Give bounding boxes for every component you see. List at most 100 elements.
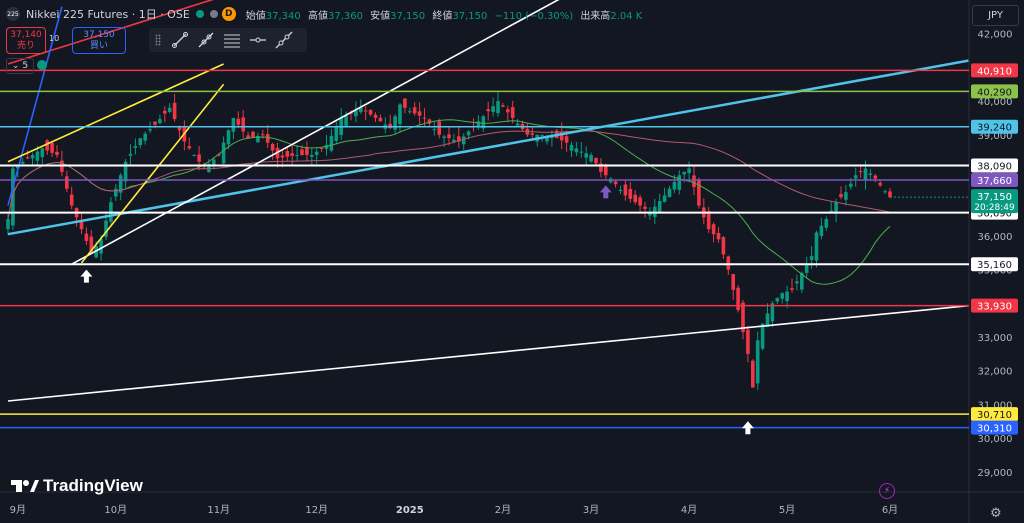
candle-body: [868, 173, 873, 175]
candle-body: [187, 146, 192, 149]
candle-body: [118, 175, 123, 193]
candle-body: [457, 136, 461, 142]
candle-body: [432, 129, 437, 131]
brand-name: TradingView: [43, 476, 143, 495]
candle-body: [824, 219, 829, 228]
candle-body: [295, 155, 299, 157]
trendline: [80, 83, 225, 264]
candle-body: [319, 147, 324, 149]
change-value: −110 (−0.30%): [494, 10, 574, 22]
candle-body: [148, 129, 152, 131]
candle-body: [334, 126, 339, 141]
candle-body: [261, 134, 265, 136]
candle-body: [790, 288, 794, 290]
indicator-collapse-button[interactable]: ⌄ 5: [6, 58, 34, 74]
candle-body: [324, 144, 329, 149]
price-level-label: 40,910: [977, 66, 1012, 77]
realtime-dot-icon: [209, 10, 218, 18]
candle-body: [388, 123, 392, 129]
price-level-label: 38,090: [977, 161, 1012, 172]
price-level-label: 37,660: [977, 176, 1012, 187]
candle-body: [829, 210, 833, 212]
currency-selector[interactable]: JPY: [972, 5, 1019, 26]
price-level-label-bg: [971, 63, 1018, 78]
candle-body: [746, 329, 750, 354]
candle-body: [466, 131, 471, 136]
candle-body: [672, 181, 677, 190]
sell-price: 37,140: [10, 29, 42, 40]
candle-body: [510, 107, 515, 118]
candle-body: [408, 111, 412, 113]
candle-body: [667, 188, 672, 198]
candle-body: [711, 224, 716, 235]
high-label: 高値: [307, 10, 328, 22]
trendline-tool-icon[interactable]: [167, 29, 193, 51]
price-tick-label: 29,000: [978, 468, 1013, 479]
candle-body: [706, 211, 711, 230]
price-tick-label: 40,000: [978, 97, 1013, 108]
ray-tool-icon[interactable]: [193, 29, 219, 51]
candle-body: [569, 144, 574, 151]
candle-body: [226, 130, 231, 145]
sell-button[interactable]: 37,140 売り: [6, 27, 46, 54]
candle-body: [491, 106, 495, 113]
candle-body: [775, 298, 780, 302]
candle-body: [800, 272, 804, 290]
candle-body: [849, 183, 853, 187]
spread-value: 10: [49, 34, 60, 43]
candle-body: [751, 360, 755, 388]
candle-body: [486, 109, 490, 112]
extended-line-tool-icon[interactable]: [271, 29, 297, 51]
buy-button[interactable]: 37,150 買い: [72, 27, 126, 54]
candle-body: [755, 340, 760, 384]
candle-body: [643, 206, 647, 209]
candle-body: [853, 175, 858, 179]
candle-body: [231, 117, 236, 132]
candle-body: [844, 192, 848, 200]
candle-body: [368, 110, 373, 115]
time-tick-label: 11月: [207, 504, 230, 516]
candle-body: [412, 107, 417, 114]
candle-body: [540, 134, 544, 136]
candle-body: [662, 195, 667, 202]
candle-body: [177, 127, 182, 131]
volume-label: 出来高: [580, 10, 611, 22]
candle-body: [515, 123, 520, 126]
candle-body: [589, 155, 593, 162]
settings-gear-icon[interactable]: ⚙: [990, 506, 1002, 521]
candle-body: [20, 161, 25, 164]
candle-body: [104, 220, 108, 237]
drag-handle-icon[interactable]: [155, 34, 161, 46]
candle-body: [888, 191, 892, 198]
candle-body: [623, 184, 628, 196]
delayed-data-badge[interactable]: D: [221, 7, 236, 21]
candle-body: [726, 256, 731, 270]
candle-body: [393, 116, 397, 130]
candle-body: [143, 133, 147, 141]
fib-tool-icon[interactable]: [219, 29, 245, 51]
chart-title[interactable]: Nikkei 225 Futures · 1日 · OSE: [26, 8, 190, 21]
candle-body: [452, 139, 456, 142]
price-level-label-bg: [971, 158, 1018, 173]
up-arrow-icon: [741, 421, 754, 435]
candle-body: [153, 121, 157, 125]
candle-body: [398, 104, 402, 125]
lightning-icon[interactable]: ⚡: [879, 483, 895, 499]
candle-body: [716, 232, 721, 240]
candle-body: [310, 155, 314, 157]
candle-body: [579, 151, 584, 153]
candle-body: [604, 164, 608, 176]
candle-body: [270, 143, 275, 151]
candle-body: [506, 109, 510, 113]
candle-body: [657, 201, 662, 212]
horizontal-line-tool-icon[interactable]: [245, 29, 271, 51]
time-tick-label: 9月: [10, 504, 26, 516]
candle-body: [476, 121, 481, 126]
trendline: [7, 304, 969, 402]
candle-body: [447, 134, 451, 139]
high-value: 37,360: [327, 10, 363, 22]
candle-body: [442, 136, 446, 138]
candle-body: [628, 188, 633, 199]
candle-body: [138, 138, 143, 146]
